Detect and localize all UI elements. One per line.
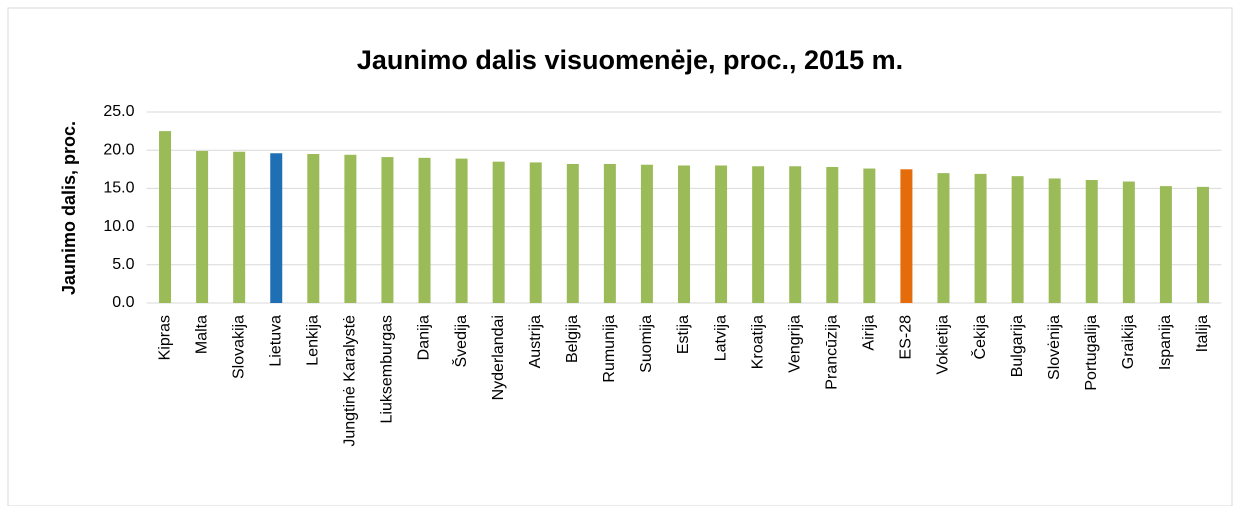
x-tick-label: Čekija [970, 315, 989, 360]
bar [678, 165, 690, 303]
y-axis-title: Jaunimo dalis, proc. [59, 121, 79, 295]
bar [381, 157, 394, 303]
bar [974, 173, 987, 303]
x-tick-label: Bulgarija [1009, 315, 1026, 377]
bar [1085, 179, 1098, 303]
bar [566, 163, 579, 303]
y-tick-label: 5.0 [112, 256, 134, 273]
x-tick-label: Ispanija [1157, 315, 1174, 370]
bar [418, 157, 431, 303]
bar [640, 164, 653, 303]
x-tick-label: Italija [1194, 315, 1211, 352]
y-tick-label: 20.0 [103, 141, 134, 158]
bar [196, 150, 209, 303]
x-tick-label: Lenkija [305, 315, 322, 366]
x-tick-label: Airija [861, 315, 878, 351]
x-tick-label: Slovėnija [1046, 315, 1063, 380]
x-tick-label: Jungtinė Karalystė [342, 315, 359, 447]
x-tick-label: ES-28 [898, 315, 915, 360]
bar [900, 169, 913, 303]
bar [863, 168, 876, 303]
x-tick-label: Lietuva [267, 315, 284, 367]
x-tick-label: Rumunija [601, 315, 618, 383]
chart-frame [7, 7, 1233, 507]
x-tick-label: Graikija [1120, 315, 1137, 369]
bar [159, 131, 172, 303]
bar [455, 158, 468, 303]
bar [826, 167, 839, 303]
x-tick-label: Austrija [527, 315, 544, 368]
bar [715, 165, 728, 303]
x-tick-label: Kroatija [749, 315, 766, 369]
bar [307, 154, 320, 303]
bar [344, 154, 357, 303]
x-tick-label: Malta [193, 315, 210, 354]
bar [1159, 186, 1172, 303]
x-tick-label: Nyderlandai [490, 315, 507, 400]
bar [1196, 186, 1209, 303]
bar [752, 166, 765, 303]
x-tick-label: Slovakija [230, 315, 247, 379]
bar [1011, 176, 1024, 303]
bar [270, 153, 283, 303]
x-tick-label: Danija [416, 315, 433, 360]
x-tick-label: Estija [675, 315, 692, 354]
x-tick-label: Prancūzija [823, 315, 840, 390]
x-tick-label: Portugalija [1083, 315, 1100, 391]
x-tick-label: Vengrija [786, 315, 803, 373]
bar [1048, 178, 1061, 303]
bar [492, 161, 505, 303]
x-tick-label: Belgija [564, 315, 581, 363]
y-tick-label: 15.0 [103, 180, 134, 197]
y-tick-label: 10.0 [103, 218, 134, 235]
bar [233, 151, 246, 303]
x-tick-label: Liuksemburgas [379, 315, 396, 424]
chart-title: Jaunimo dalis visuomenėje, proc., 2015 m… [357, 45, 903, 75]
x-tick-label: Švedija [451, 315, 470, 368]
y-tick-label: 0.0 [112, 294, 134, 311]
x-tick-label: Kipras [156, 315, 173, 360]
bar [529, 162, 542, 303]
bar [789, 166, 802, 303]
x-tick-label: Vokietija [935, 315, 952, 375]
bar [603, 163, 616, 303]
bar [1122, 181, 1135, 303]
x-tick-label: Suomija [638, 315, 655, 373]
y-tick-label: 25.0 [103, 103, 134, 120]
x-tick-label: Latvija [712, 315, 729, 361]
bar [937, 173, 950, 303]
